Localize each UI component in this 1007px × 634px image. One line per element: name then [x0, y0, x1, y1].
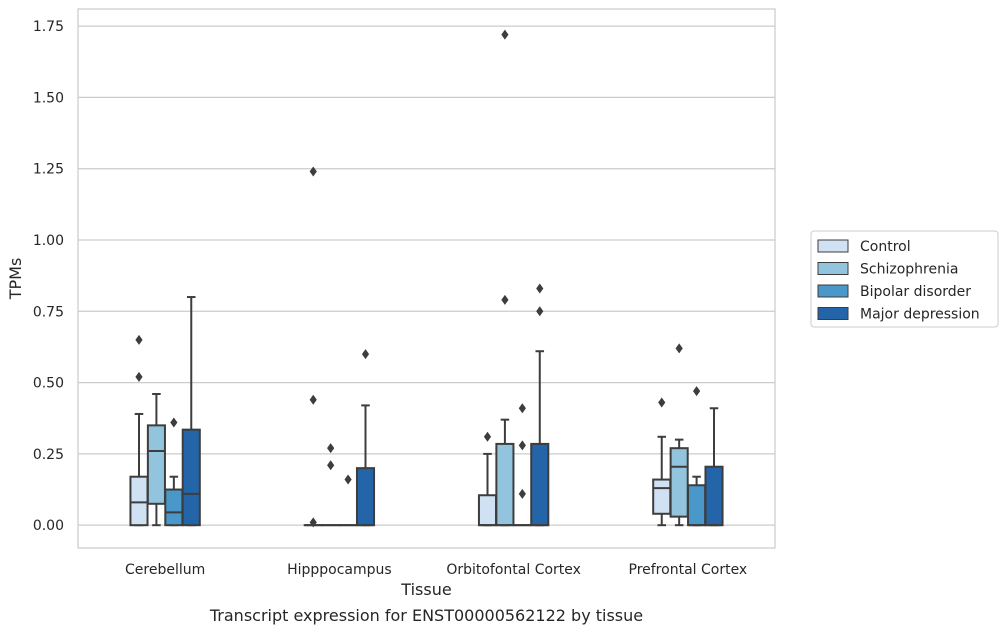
x-tick-label: Hipppocampus	[287, 562, 392, 578]
legend-label: Control	[860, 239, 911, 255]
box-major-depression	[530, 283, 550, 527]
y-tick-label: 0.75	[33, 304, 64, 320]
box-control	[652, 397, 672, 527]
outlier-point	[536, 306, 544, 317]
legend-label: Schizophrenia	[860, 262, 958, 278]
outlier-point	[344, 474, 352, 485]
outlier-point	[135, 334, 143, 345]
box-plot-chart: 0.00 0.25 0.50 0.75 1.00 1.25 1.50 1.75 Cerebel…	[6, 8, 999, 599]
box-bipolar-disorder	[687, 386, 707, 527]
outlier-point	[501, 29, 509, 40]
iqr-box	[477, 494, 498, 527]
y-tick-label: 1.50	[33, 90, 64, 106]
iqr-box	[164, 488, 184, 527]
legend: Control Schizophrenia Bipolar disorder Majo…	[810, 230, 999, 328]
outlier-point	[536, 283, 544, 294]
outlier-point	[675, 343, 683, 354]
legend-swatch	[817, 307, 849, 320]
plot-frame	[77, 8, 776, 549]
iqr-box	[652, 478, 672, 515]
outlier-point	[135, 371, 143, 382]
legend-label: Bipolar disorder	[860, 284, 971, 300]
iqr-box	[495, 442, 515, 527]
outlier-point	[501, 294, 509, 305]
box-bipolar-disorder	[164, 417, 184, 527]
outlier-point	[309, 394, 317, 405]
y-tick-label: 0.00	[33, 518, 64, 534]
box-series	[129, 29, 724, 528]
iqr-box	[146, 424, 166, 505]
box-bipolar-disorder	[512, 403, 532, 527]
x-axis-label: Tissue	[400, 580, 451, 599]
iqr-box	[530, 442, 550, 527]
y-axis-label: TPMs	[6, 258, 25, 301]
outlier-point	[483, 431, 492, 442]
y-tick-label: 1.25	[33, 162, 64, 178]
outlier-point	[327, 443, 335, 454]
y-axis-ticks: 0.00 0.25 0.50 0.75 1.00 1.25 1.50 1.75	[33, 19, 64, 534]
box-major-depression	[181, 296, 201, 527]
box-control	[303, 166, 323, 528]
box-major-depression	[704, 407, 724, 527]
figure-caption: Transcript expression for ENST0000056212…	[209, 606, 644, 625]
iqr-box	[704, 465, 724, 527]
legend-frame	[810, 230, 999, 328]
outlier-point	[692, 386, 701, 397]
iqr-box	[355, 467, 376, 527]
box-bipolar-disorder	[338, 474, 358, 527]
legend-label: Major depression	[860, 307, 980, 323]
outlier-point	[170, 417, 178, 428]
iqr-box	[687, 484, 707, 527]
y-tick-label: 1.00	[33, 233, 64, 249]
box-major-depression	[355, 349, 376, 527]
legend-swatch	[817, 284, 849, 298]
outlier-point	[658, 397, 666, 408]
outlier-point	[361, 349, 370, 360]
box-schizophrenia	[321, 443, 341, 527]
box-control	[129, 334, 149, 527]
x-tick-label: Orbitofontal Cortex	[446, 562, 581, 578]
box-schizophrenia	[495, 29, 515, 527]
x-axis-ticks: Cerebellum Hipppocampus Orbitofontal Corte…	[125, 562, 747, 578]
iqr-box	[669, 447, 689, 518]
box-schizophrenia	[669, 343, 689, 527]
x-tick-label: Prefrontal Cortex	[629, 562, 748, 578]
y-tick-label: 0.50	[33, 376, 64, 392]
outlier-point	[518, 440, 526, 451]
y-tick-label: 1.75	[33, 19, 64, 35]
box-control	[477, 431, 498, 527]
legend-swatch	[817, 239, 849, 253]
iqr-box	[129, 475, 149, 527]
outlier-point	[327, 460, 335, 471]
outlier-point	[518, 488, 526, 499]
outlier-point	[518, 403, 526, 414]
box-schizophrenia	[146, 393, 166, 527]
legend-swatch	[817, 262, 849, 275]
x-tick-label: Cerebellum	[125, 562, 205, 578]
outlier-point	[309, 166, 317, 177]
outlier-point	[309, 517, 317, 528]
y-tick-label: 0.25	[33, 447, 64, 463]
iqr-box	[181, 428, 201, 527]
